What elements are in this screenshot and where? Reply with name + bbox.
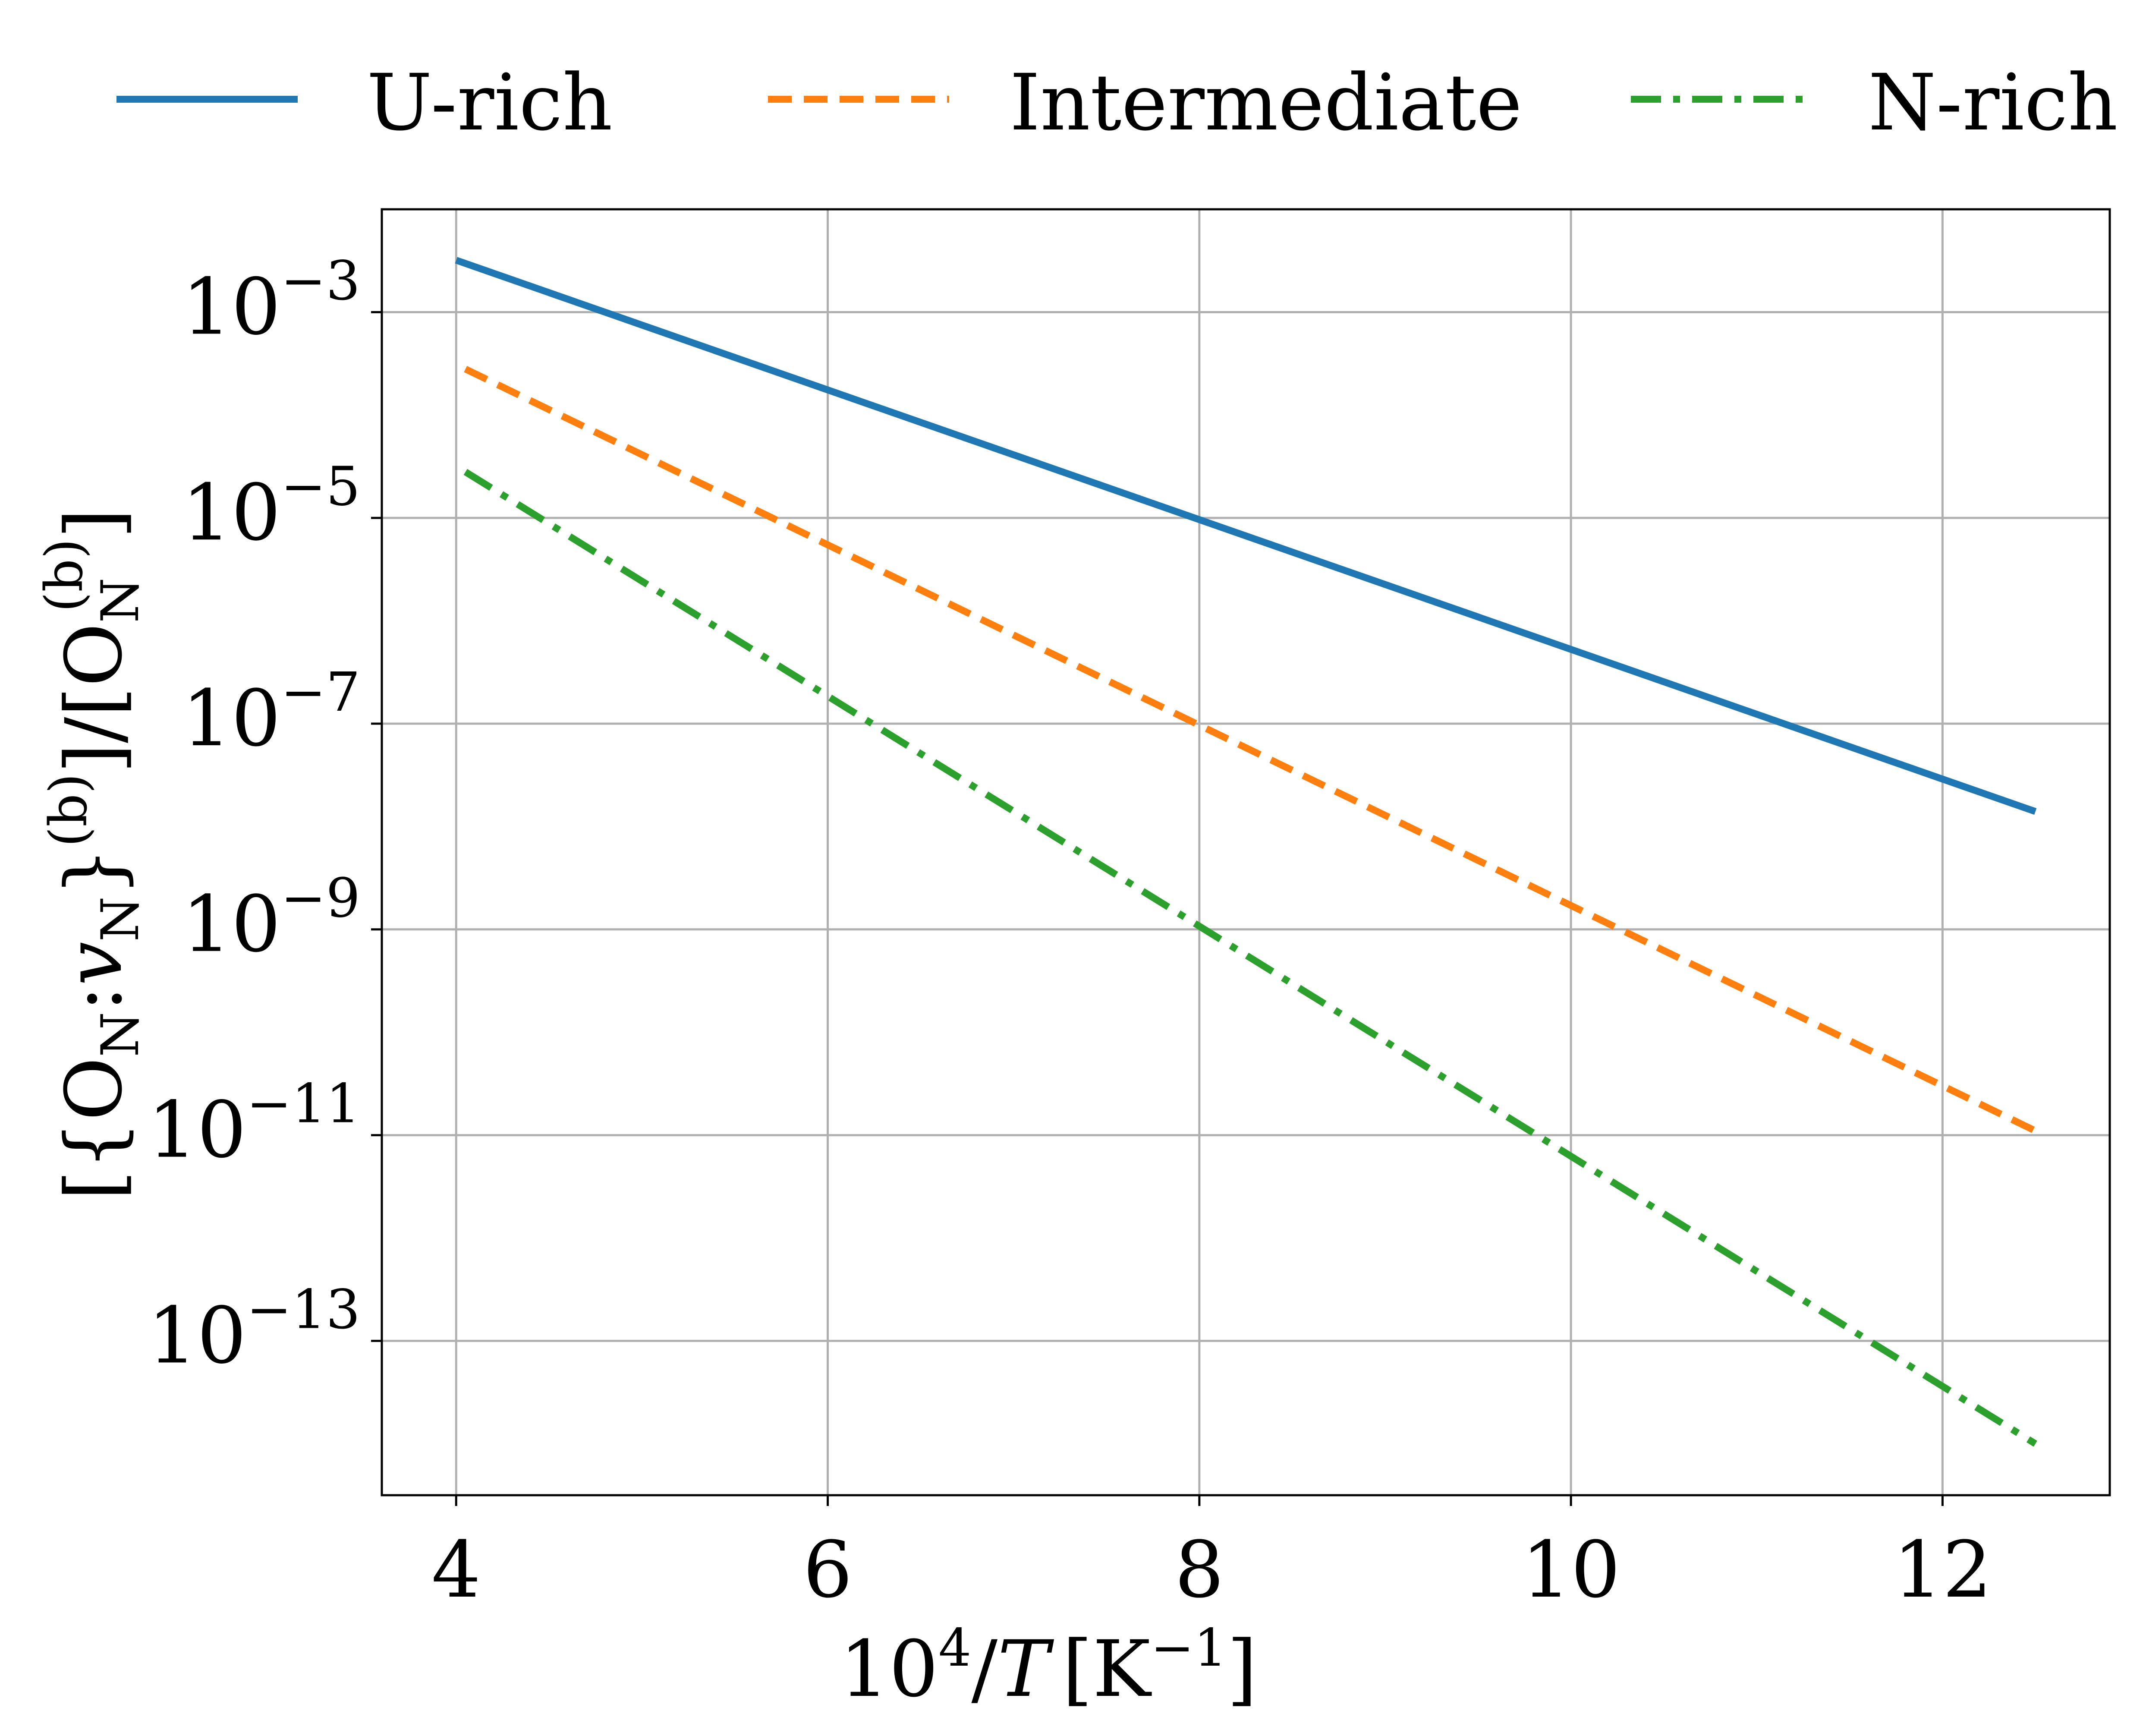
x-tick-label: 12 <box>1893 1525 1992 1615</box>
legend-label-n-rich: N-rich <box>1868 58 2118 148</box>
y-title-sup2: (b) <box>35 539 94 612</box>
y-title-mid: ]/[O <box>49 623 139 774</box>
legend-label-u-rich: U-rich <box>367 58 613 148</box>
x-tick-label: 10 <box>1522 1525 1621 1615</box>
series-layer <box>455 257 2037 1447</box>
y-tick-label: 10−5 <box>182 455 360 558</box>
y-title-sub1: N <box>91 1012 151 1057</box>
y-title-sup1: (b) <box>39 773 99 847</box>
x-axis-ticks: 4 6 8 10 12 <box>431 1495 1992 1615</box>
x-title-slash: / <box>971 1624 997 1714</box>
legend: U-rich Intermediate N-rich <box>116 58 2118 148</box>
y-title-sub3: N <box>91 578 151 623</box>
y-axis-title: [{ON:vN}(b)]/[ON(b)] <box>35 508 151 1200</box>
y-tick-label: 10−11 <box>148 1073 360 1175</box>
y-tick-label: 10−3 <box>182 249 360 352</box>
y-title-sub2: N <box>91 896 151 942</box>
y-axis-ticks: 10−3 10−5 10−7 10−9 10−11 10−13 <box>148 249 382 1381</box>
y-tick-label: 10−13 <box>148 1278 360 1381</box>
y-title-close-brace: } <box>49 847 139 897</box>
grid-lines <box>382 209 2110 1495</box>
y-title-open: [{O <box>49 1057 139 1200</box>
series-line-intermediate <box>464 366 2037 1134</box>
x-tick-label: 8 <box>1175 1525 1224 1615</box>
x-tick-label: 6 <box>803 1525 853 1615</box>
y-title-colon: : <box>49 986 139 1012</box>
x-title-base: 10 <box>840 1624 938 1714</box>
x-title-unit: [K <box>1062 1624 1152 1714</box>
series-line-u-rich <box>455 257 2037 815</box>
x-title-unit-exp: −1 <box>1151 1618 1227 1678</box>
series-line-n-rich <box>463 469 2037 1447</box>
y-title-end: ] <box>49 508 139 539</box>
y-title-v: v <box>49 942 139 986</box>
legend-label-intermediate: Intermediate <box>1010 58 1522 148</box>
x-tick-label: 4 <box>431 1525 481 1615</box>
y-tick-label: 10−9 <box>182 867 360 970</box>
y-tick-label: 10−7 <box>182 661 360 764</box>
x-title-T: T <box>997 1624 1054 1714</box>
x-title-exp: 4 <box>938 1618 971 1678</box>
plot-frame <box>381 208 2111 1497</box>
x-title-close: ] <box>1227 1624 1257 1714</box>
x-axis-title: 104/T [K−1] <box>840 1618 1257 1714</box>
